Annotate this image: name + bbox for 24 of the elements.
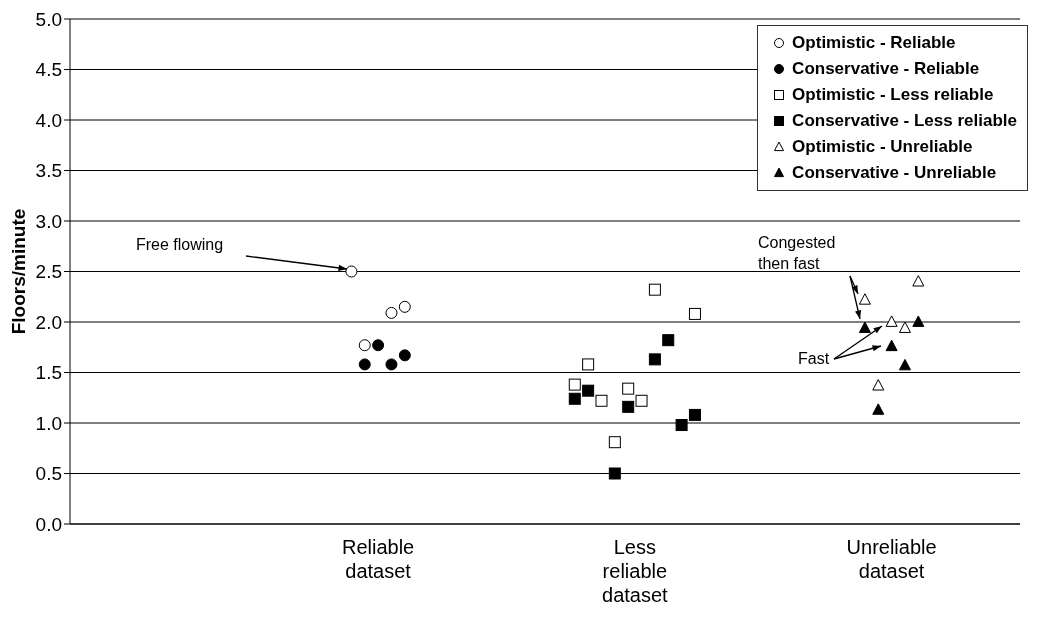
- annotation: Free flowing: [136, 236, 224, 253]
- y-tick-label: 0.5: [35, 463, 62, 485]
- y-tick-label: 4.5: [35, 59, 62, 81]
- x-tick-label: Reliable dataset: [341, 536, 415, 582]
- x-tick-label: Less reliable dataset: [602, 536, 669, 606]
- y-axis-title: Floors/minute: [7, 208, 29, 335]
- y-tick-label: 4.0: [35, 109, 62, 131]
- legend-label: Optimistic - Less reliable: [792, 84, 994, 106]
- y-tick-label: 1.5: [35, 362, 62, 384]
- y-tick-label: 3.5: [35, 160, 62, 182]
- legend-label: Optimistic - Unreliable: [792, 136, 973, 158]
- y-tick-label: 2.5: [35, 261, 62, 283]
- annotation: Congested then fast: [758, 234, 836, 272]
- y-tick-label: 2.0: [35, 311, 62, 333]
- annotation: Fast: [798, 350, 830, 367]
- legend-label: Conservative - Less reliable: [792, 110, 1017, 132]
- legend-label: Conservative - Unreliable: [792, 162, 997, 184]
- y-tick-label: 1.0: [35, 412, 62, 434]
- legend-label: Optimistic - Reliable: [792, 32, 956, 54]
- y-tick-label: 0.0: [35, 513, 62, 535]
- legend-label: Conservative - Reliable: [792, 58, 980, 80]
- x-tick-label: Unreliable dataset: [846, 536, 937, 582]
- y-tick-label: 3.0: [35, 210, 62, 232]
- y-tick-label: 5.0: [35, 8, 62, 30]
